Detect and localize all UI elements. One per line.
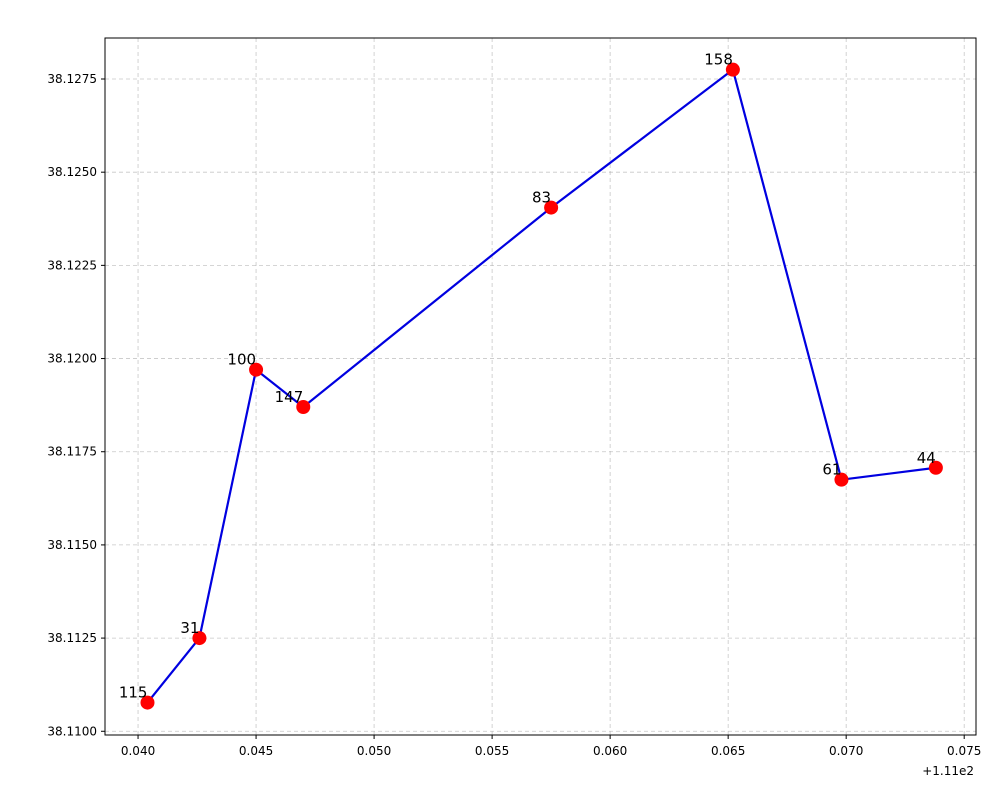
y-tick-label: 38.1100 [47, 724, 97, 738]
data-point-label: 147 [275, 388, 304, 406]
y-tick-label: 38.1200 [47, 352, 97, 366]
data-point-label: 100 [227, 351, 256, 369]
y-tick-label: 38.1250 [47, 165, 97, 179]
x-tick-label: 0.055 [475, 744, 509, 758]
plot-area-frame [104, 37, 977, 736]
x-axis-offset-text: +1.11e2 [922, 764, 974, 778]
data-point-marker [140, 695, 155, 710]
x-axis-ticks: 0.040 0.045 0.050 0.055 0.060 0.065 0.070 0.075 [121, 735, 981, 758]
data-point-label: 61 [822, 461, 841, 479]
data-point-marker [544, 200, 559, 215]
data-point-marker [296, 400, 311, 414]
data-point-marker [928, 460, 943, 475]
x-tick-label: 0.060 [593, 744, 627, 758]
x-tick-label: 0.075 [947, 744, 981, 758]
grid-lines [105, 38, 976, 735]
data-point-label: 44 [917, 449, 936, 467]
y-tick-label: 38.1175 [47, 445, 97, 459]
y-axis-ticks: 38.1100 38.1125 38.1150 38.1175 38.1200 38.12… [47, 72, 105, 738]
x-tick-label: 0.045 [239, 744, 273, 758]
data-point-marker [249, 362, 264, 377]
series-line [146, 68, 937, 704]
y-tick-label: 38.1150 [47, 538, 97, 552]
y-tick-label: 38.1225 [47, 258, 97, 272]
data-point-label: 31 [180, 619, 199, 637]
data-point-marker [834, 472, 849, 487]
y-tick-label: 38.1125 [47, 631, 97, 645]
x-tick-label: 0.070 [829, 744, 863, 758]
data-point-label: 83 [532, 189, 551, 207]
x-tick-label: 0.040 [121, 744, 155, 758]
y-tick-label: 38.1275 [47, 72, 97, 86]
data-point-label: 115 [119, 684, 148, 702]
data-labels: 115 31 100 147 83 158 61 44 [119, 51, 936, 702]
data-point-marker [192, 631, 207, 646]
data-point-label: 158 [704, 51, 733, 69]
x-tick-label: 0.050 [357, 744, 391, 758]
data-markers [140, 62, 943, 710]
data-point-marker [725, 62, 740, 77]
x-tick-label: 0.065 [711, 744, 745, 758]
series-line-group [146, 68, 937, 704]
